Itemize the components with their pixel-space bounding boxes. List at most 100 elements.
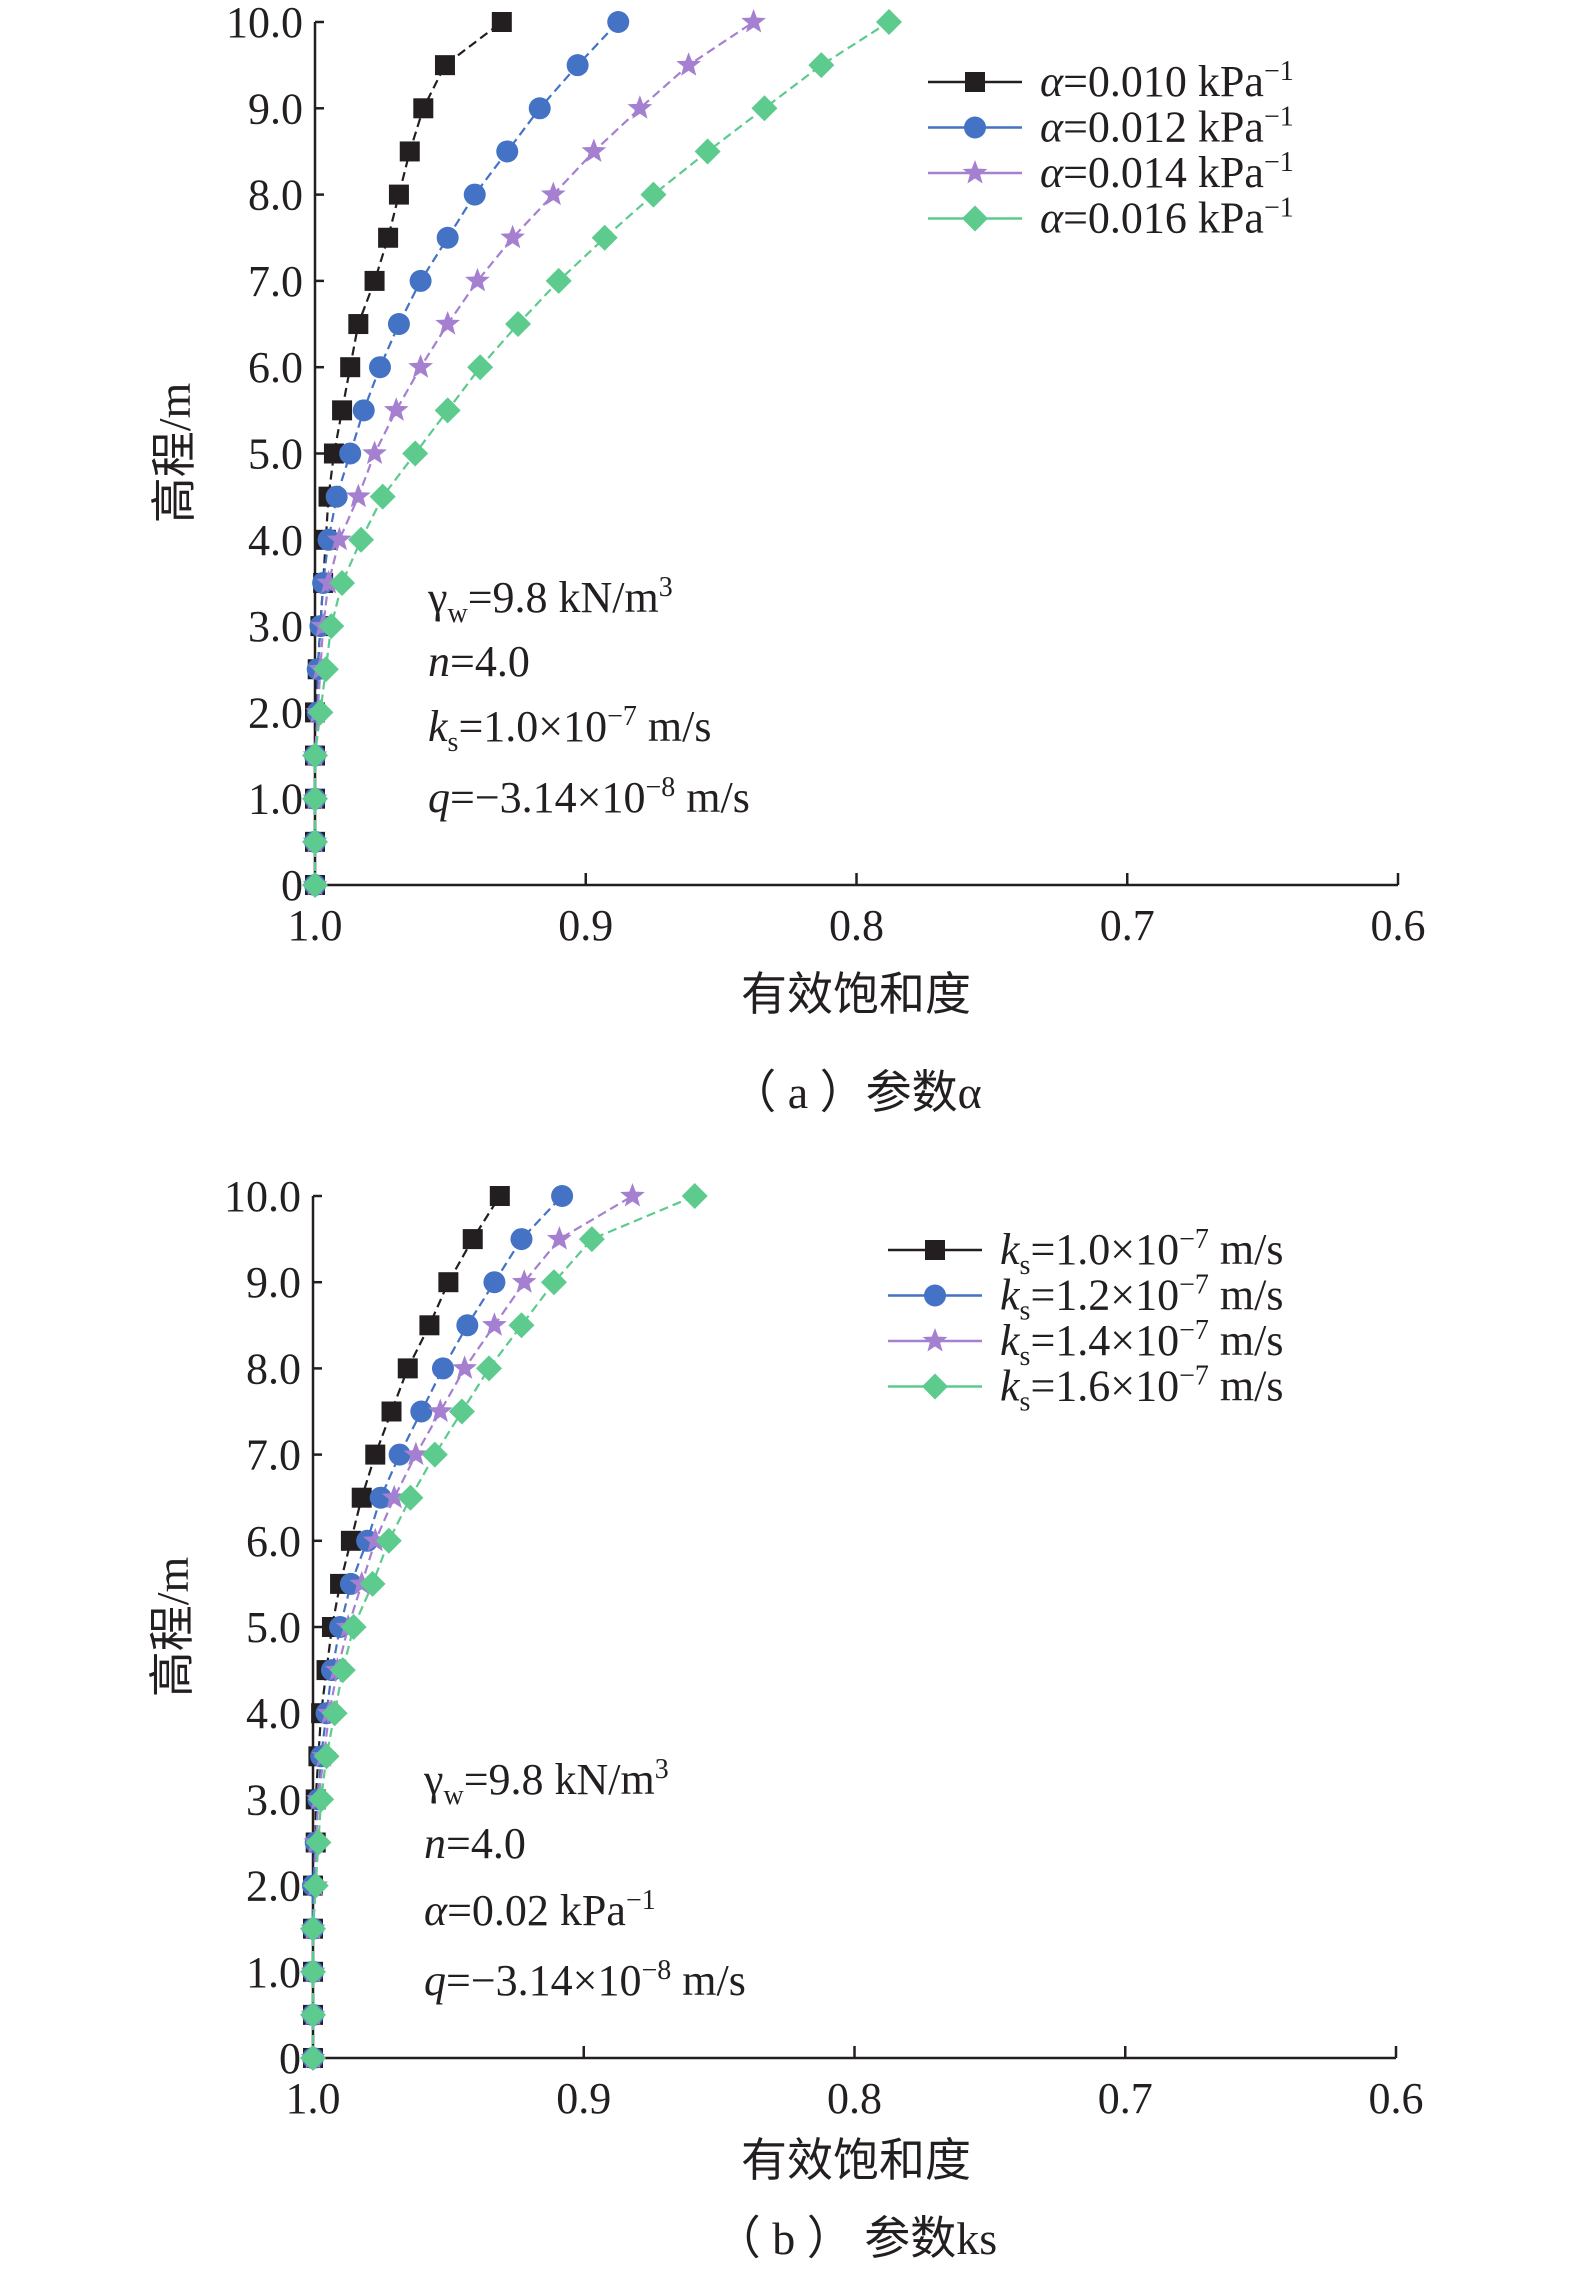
- chart-a-legend-label: α=0.010 kPa−1: [1040, 56, 1294, 106]
- chart-b-series-3-point: [511, 1269, 537, 1293]
- chart-a-series-3-point: [362, 440, 387, 464]
- chart-a-series-2-point: [352, 399, 375, 422]
- chart-b-series-2-point: [551, 1185, 574, 1207]
- chart-a-series-4-point: [694, 138, 721, 165]
- chart-b-series-4-point: [578, 1226, 605, 1253]
- chart-a-legend-marker: [962, 205, 988, 232]
- chart-b-ytick-label: 7.0: [246, 1431, 301, 1480]
- chart-b-series-4-point: [448, 1398, 475, 1425]
- chart-b-ytick-label: 10.0: [224, 1172, 301, 1221]
- chart-b-series-3-point: [452, 1355, 477, 1379]
- chart-a-series-2-point: [566, 54, 589, 77]
- chart-b-series-4-point: [681, 1183, 708, 1209]
- chart-a-series-4-point: [302, 828, 328, 855]
- chart-b-series-4-point: [375, 1527, 402, 1554]
- chart-a-series-4-point: [505, 311, 532, 338]
- chart-a-series-2-point: [463, 183, 486, 206]
- chart-b-legend-label: ks=1.4×10−7 m/s: [1000, 1315, 1283, 1372]
- chart-b-series-4-point: [302, 1872, 329, 1899]
- chart-a-legend-marker: [965, 72, 985, 92]
- chart-b-series-1-point: [489, 1186, 510, 1206]
- chart-a-series-4-point: [329, 569, 356, 596]
- chart-b-series-2-point: [456, 1314, 479, 1337]
- chart-b-ytick-label: 6.0: [246, 1517, 301, 1566]
- chart-a-series-4-point: [808, 52, 835, 79]
- chart-a-ytick-label: 6.0: [248, 343, 303, 392]
- chart-b-anno-n: n=4.0: [424, 1819, 526, 1868]
- chart-b-ytick-label: 2.0: [246, 1862, 301, 1911]
- chart-a-series-3-point: [465, 267, 490, 292]
- chart-a-series-4-point: [348, 526, 375, 553]
- chart-a-series-2-point: [528, 97, 551, 120]
- chart-a-series-2-point: [436, 226, 459, 249]
- chart-b-series-3-point: [362, 1527, 388, 1552]
- chart-a-legend-item: α=0.010 kPa−1: [928, 56, 1294, 106]
- chart-a-series-1-point: [378, 227, 399, 248]
- chart-b: 01.02.03.04.05.06.07.08.09.010.0 1.0 0.9 0…: [147, 1172, 1424, 2264]
- chart-a-series-4-point: [640, 181, 667, 208]
- chart-a-series: [302, 9, 902, 898]
- chart-a-xtick-label: 1.0: [288, 901, 343, 950]
- chart-b-series-4-point: [359, 1570, 386, 1597]
- chart-a-series-2-point: [368, 356, 391, 379]
- chart-a-series-3-point: [316, 570, 341, 594]
- chart-b-series-4-point: [475, 1355, 502, 1382]
- chart-a-series-1-point: [399, 141, 420, 162]
- chart-b-xtick-label: 0.6: [1369, 2074, 1424, 2123]
- chart-b-series-3-point: [482, 1312, 507, 1336]
- chart-b-xticks: 1.0 0.9 0.8 0.7 0.6: [286, 2046, 1424, 2123]
- chart-b-series-4-point: [300, 1958, 326, 1985]
- chart-a-ytick-label: 1.0: [248, 775, 303, 824]
- chart-b-legend-label: ks=1.0×10−7 m/s: [1000, 1224, 1283, 1281]
- chart-b-legend-item: ks=1.4×10−7 m/s: [888, 1315, 1283, 1372]
- chart-a-series-2-point: [387, 313, 410, 336]
- chart-b-series-2-point: [510, 1228, 533, 1251]
- chart-b-series-4-point: [540, 1269, 567, 1296]
- chart-b-series-4-point: [321, 1700, 348, 1727]
- chart-b-legend-marker: [922, 1373, 948, 1400]
- chart-a-series-3-point: [408, 354, 433, 378]
- chart-a-annotations: γw=9.8 kN/m3 n=4.0 ks=1.0×10−7 m/s q=−3.…: [427, 572, 750, 822]
- chart-b-series-2-point: [388, 1443, 411, 1466]
- chart-a-series-4-point: [307, 699, 334, 726]
- chart-a-series-4-point: [402, 440, 429, 467]
- chart-b-series: [300, 1183, 708, 2071]
- chart-a-caption: （ a ）参数α: [730, 1067, 982, 1118]
- chart-b-series-2-point: [483, 1271, 506, 1294]
- chart-a-ytick-label: 8.0: [248, 171, 303, 220]
- chart-b-series-1-point: [340, 1530, 361, 1551]
- chart-b-ytick-label: 4.0: [246, 1689, 301, 1738]
- chart-b-ytick-label: 9.0: [246, 1258, 301, 1307]
- chart-a-series-4-point: [302, 742, 328, 769]
- chart-b-series-3-point: [403, 1441, 429, 1466]
- chart-a-series-2-point: [325, 485, 348, 508]
- chart-b-ytick-label: 3.0: [246, 1775, 301, 1824]
- chart-a-ytick-label: 4.0: [248, 516, 303, 565]
- chart-a-series-4: [302, 9, 902, 898]
- chart-b-legend-item: ks=1.0×10−7 m/s: [888, 1224, 1283, 1281]
- chart-a-anno-gamma: γw=9.8 kN/m3: [427, 572, 673, 629]
- chart-a-ytick-label: 10.0: [226, 0, 303, 47]
- chart-b-yticks: 0 1.0 2.0 3.0 4.0 5.0 6.0 7.0 8.0 9.0 10.0: [224, 1172, 322, 2083]
- chart-a-anno-ks: ks=1.0×10−7 m/s: [428, 701, 711, 758]
- chart-a-series-3-point: [500, 224, 525, 249]
- chart-a-series-1-point: [364, 270, 385, 291]
- chart-a-series-3-point: [581, 138, 607, 162]
- chart-b-series-4-point: [329, 1657, 356, 1684]
- chart-a-ytick-label: 2.0: [248, 688, 303, 737]
- chart-a-legend-label: α=0.014 kPa−1: [1040, 147, 1294, 197]
- chart-a-anno-q: q=−3.14×10−8 m/s: [428, 772, 750, 822]
- chart-a-legend-item: α=0.012 kPa−1: [928, 102, 1294, 152]
- chart-a-ytick-label: 7.0: [248, 257, 303, 306]
- chart-b-xtick-label: 0.8: [827, 2074, 882, 2123]
- chart-a-xticks: 1.0 0.9 0.8 0.7 0.6: [288, 873, 1426, 950]
- chart-b-series-1-point: [351, 1487, 372, 1508]
- chart-b-legend: ks=1.0×10−7 m/sks=1.2×10−7 m/sks=1.4×10−…: [888, 1224, 1283, 1418]
- chart-a-yticks: 0 1.0 2.0 3.0 4.0 5.0 6.0 7.0 8.0 9.0 10.0: [226, 0, 324, 910]
- chart-a-series-4-point: [369, 483, 396, 510]
- chart-b-ytick-label: 0: [279, 2034, 301, 2083]
- chart-b-series-4-point: [397, 1484, 424, 1511]
- chart-a-ytick-label: 5.0: [248, 430, 303, 479]
- chart-a-xtick-label: 0.8: [829, 901, 884, 950]
